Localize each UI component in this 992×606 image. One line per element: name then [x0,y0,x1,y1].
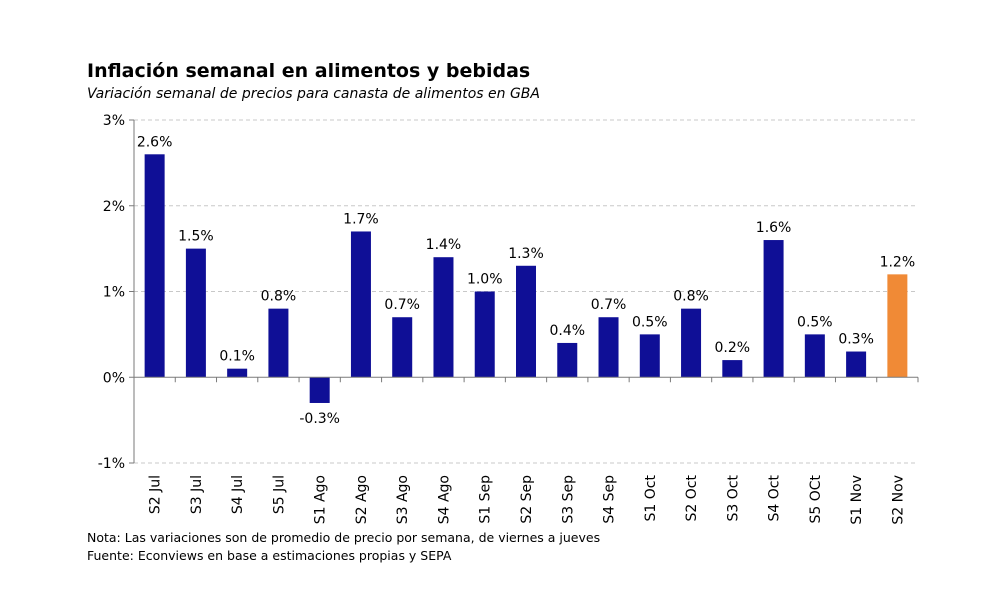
bar [887,274,908,378]
data-label: -0.3% [299,411,340,427]
source-note: Fuente: Econviews en base a estimaciones… [87,548,452,563]
bar [516,265,536,378]
data-label: 2.6% [137,134,173,150]
data-label: 0.8% [673,289,709,305]
x-tick-label: S2 Nov [890,475,906,525]
data-label: 0.5% [632,314,668,330]
data-label: 0.7% [591,297,627,313]
data-label: 0.5% [797,314,833,330]
y-tick-label: 0% [103,370,125,386]
x-tick-label: S3 Oct [725,474,741,521]
data-label: 1.4% [426,237,462,253]
bar [433,257,454,378]
x-tick-label: S3 Sep [560,475,576,524]
x-tick-label: S3 Ago [395,475,411,524]
data-label: 1.3% [508,246,544,262]
x-tick-label: S5 Jul [271,475,287,514]
x-tick-label: S1 Ago [313,475,329,524]
data-label: 0.7% [384,297,420,313]
x-tick-label: S2 Ago [354,475,370,524]
x-tick-label: S3 Jul [189,475,205,514]
data-label: 0.3% [838,332,874,348]
bar [392,317,413,378]
data-label: 0.4% [549,323,585,339]
x-tick-label: S4 Ago [436,475,452,524]
data-label: 1.2% [880,254,916,270]
bar [185,248,206,378]
data-label: 1.0% [467,272,503,288]
bar [804,334,825,378]
bar [309,377,330,403]
bar [268,308,289,378]
bar [350,231,371,378]
bar [144,154,165,378]
data-label: 0.1% [219,349,255,365]
bar [681,308,702,378]
bar [763,240,784,378]
x-tick-label: S4 Oct [767,474,783,521]
x-tick-label: S2 Oct [684,474,700,521]
x-tick-label: S2 Jul [148,475,164,514]
x-tick-label: S2 Sep [519,475,535,524]
bar [639,334,660,378]
bar [846,351,867,378]
bar [598,317,619,378]
data-label: 1.6% [756,220,792,236]
bar [557,342,578,378]
chart-title: Inflación semanal en alimentos y bebidas [87,60,531,82]
data-label: 0.8% [261,289,297,305]
x-tick-label: S1 Sep [478,475,494,524]
y-tick-label: 3% [103,113,125,129]
footnote: Nota: Las variaciones son de promedio de… [87,530,601,545]
y-tick-label: 1% [103,285,125,301]
y-tick-label: 2% [103,199,125,215]
data-label: 1.5% [178,229,214,245]
data-label: 1.7% [343,211,379,227]
chart-subtitle: Variación semanal de precios para canast… [87,86,540,102]
data-label: 0.2% [715,340,751,356]
y-tick-label: -1% [98,456,125,472]
bar [227,368,248,378]
bar [722,360,743,378]
x-tick-label: S4 Sep [602,475,618,524]
x-tick-label: S4 Jul [230,475,246,514]
x-tick-label: S1 Oct [643,474,659,521]
bar [474,291,495,378]
x-tick-label: S1 Nov [849,475,865,525]
x-tick-label: S5 OCt [808,474,824,523]
